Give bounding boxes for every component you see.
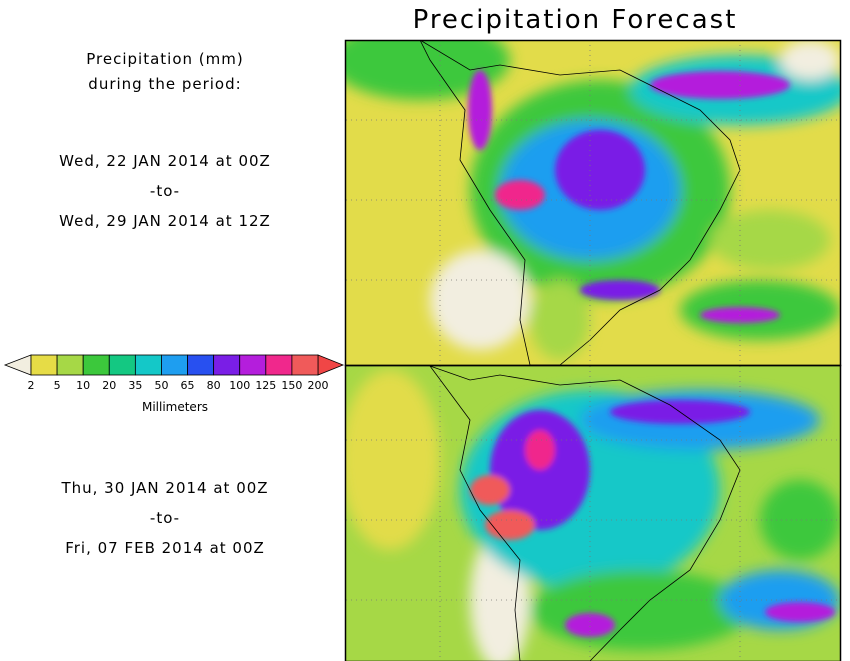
colorbar-segment xyxy=(291,354,319,376)
period-start: Thu, 30 JAN 2014 at 00Z xyxy=(60,479,268,497)
colorbar-segment xyxy=(56,354,84,376)
colorbar-over-arrow xyxy=(317,354,345,376)
graticule xyxy=(346,366,840,661)
precip-core xyxy=(470,475,510,505)
dry-area xyxy=(346,370,440,550)
colorbar-segment xyxy=(82,354,110,376)
period-separator: -to- xyxy=(150,182,180,200)
title: Precipitation Forecast xyxy=(413,5,738,35)
colorbar-under-arrow xyxy=(3,354,32,376)
colorbar-tick-label: 125 xyxy=(255,379,276,392)
colorbar-tick-label: 50 xyxy=(154,379,168,392)
heavy-precip xyxy=(468,70,790,323)
period-end: Wed, 29 JAN 2014 at 12Z xyxy=(59,212,271,230)
precip-core xyxy=(765,602,835,622)
precip-core xyxy=(495,180,545,210)
precip-area xyxy=(710,210,830,270)
map-frame xyxy=(344,364,842,661)
graticule xyxy=(346,40,840,365)
precip-area xyxy=(760,480,840,560)
colorbar-tick-label: 80 xyxy=(207,379,221,392)
coastline xyxy=(429,366,741,661)
precip-area xyxy=(346,40,510,100)
map-bottom xyxy=(346,366,840,661)
colorbar-segment xyxy=(187,354,215,376)
precip-core xyxy=(565,613,615,637)
heading-line: Precipitation (mm) xyxy=(86,50,243,68)
colorbar-tick-label: 20 xyxy=(102,379,116,392)
colorbar-tick-label: 5 xyxy=(54,379,61,392)
colorbar-segment xyxy=(108,354,136,376)
colorbar-tick-label: 65 xyxy=(181,379,195,392)
precip-core xyxy=(468,70,492,150)
colorbar-segment xyxy=(265,354,293,376)
colorbar-tick-label: 35 xyxy=(128,379,142,392)
colorbar-tick-label: 10 xyxy=(76,379,90,392)
precip-core xyxy=(525,430,555,470)
colorbar-segment xyxy=(134,354,162,376)
colorbar-tick-label: 100 xyxy=(229,379,250,392)
colorbar-segment xyxy=(239,354,267,376)
precip-area xyxy=(530,280,590,360)
dry-area xyxy=(430,250,530,350)
period-separator: -to- xyxy=(150,509,180,527)
colorbar-segment xyxy=(213,354,241,376)
heavy-precip xyxy=(470,400,835,637)
colorbar-segment xyxy=(161,354,188,376)
colorbar-label: Millimeters xyxy=(142,400,208,414)
coastline xyxy=(419,40,741,365)
colorbar: 2 5 10 20 35 50 65 80 100 125 150 200 xyxy=(3,354,345,392)
colorbar-tick-label: 2 xyxy=(28,379,35,392)
precip-core xyxy=(555,130,645,210)
period-end: Fri, 07 FEB 2014 at 00Z xyxy=(65,539,265,557)
precip-core xyxy=(650,71,790,99)
colorbar-tick-label: 150 xyxy=(281,379,302,392)
precip-core xyxy=(580,280,660,300)
colorbar-segment xyxy=(30,354,58,376)
dry-area xyxy=(780,40,840,80)
period-start: Wed, 22 JAN 2014 at 00Z xyxy=(59,152,271,170)
colorbar-tick-label: 200 xyxy=(308,379,329,392)
map-top xyxy=(346,40,840,365)
heading-line: during the period: xyxy=(88,75,241,93)
